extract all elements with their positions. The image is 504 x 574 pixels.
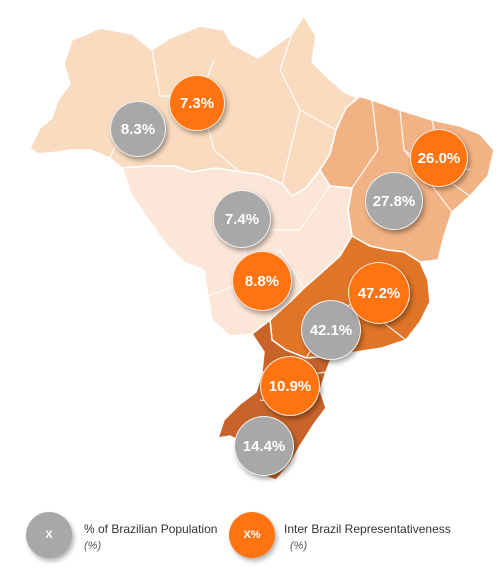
legend-population-label: % of Brazilian Population	[84, 522, 218, 536]
bubble-northeast-representativeness: 26.0%	[410, 129, 468, 187]
bubble-southeast-population: 42.1%	[301, 300, 361, 360]
bubble-northeast-population: 27.8%	[365, 172, 423, 230]
bubble-south-population: 14.4%	[234, 416, 294, 476]
bubble-center-west-population: 7.4%	[213, 190, 271, 248]
bubble-southeast-representativeness: 47.2%	[348, 262, 410, 324]
legend-population-symbol: X	[26, 512, 72, 558]
legend-representativeness-symbol: X%	[229, 512, 275, 558]
bubble-north-population: 8.3%	[110, 101, 166, 157]
legend-representativeness-label: Inter Brazil Representativeness	[284, 522, 451, 536]
bubble-north-representativeness: 7.3%	[169, 75, 225, 131]
bubble-south-representativeness: 10.9%	[260, 356, 320, 416]
legend-representativeness-unit: (%)	[290, 540, 308, 552]
bubble-center-west-representativeness: 8.8%	[232, 251, 292, 311]
legend-population-unit: (%)	[84, 540, 102, 552]
